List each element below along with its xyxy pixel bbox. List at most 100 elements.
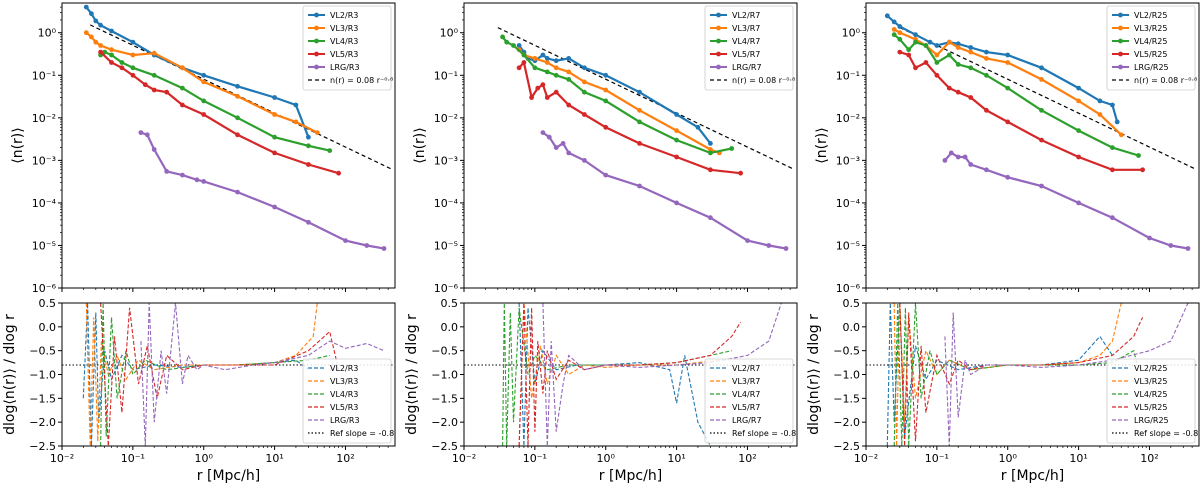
y-tick-label: 10⁻⁵ bbox=[32, 239, 56, 252]
data-point-vl3-10 bbox=[708, 147, 713, 152]
legend-entry-vl4: VL4/R25 bbox=[1134, 37, 1167, 46]
series-line-lrg bbox=[542, 131, 787, 250]
data-point-vl3-5 bbox=[946, 39, 952, 45]
y-tick-label: 0.0 bbox=[843, 321, 861, 334]
data-point-vl3-5 bbox=[566, 69, 572, 75]
data-point-vl5-7 bbox=[180, 102, 185, 108]
series-line-vl2 bbox=[886, 14, 1119, 123]
series-line-lrg bbox=[140, 131, 385, 250]
x-tick-label: 10² bbox=[738, 452, 756, 465]
x-tick-label: 10² bbox=[336, 452, 354, 465]
data-point-vl4-10 bbox=[306, 143, 311, 149]
data-point-vl5-1 bbox=[906, 52, 912, 58]
legend-entry-vl4: VL4/R25 bbox=[1134, 390, 1167, 399]
y-axis-label: ⟨n(r)⟩ bbox=[412, 127, 428, 163]
y-tick-label: 10⁻² bbox=[32, 112, 56, 125]
data-point-lrg-4 bbox=[180, 172, 185, 178]
series-line-lrg bbox=[944, 151, 1189, 250]
data-point-vl4-4 bbox=[532, 65, 538, 71]
top-panel-3: 10⁻⁶ 10⁻⁵ 10⁻⁴ 10⁻³ 10⁻² 10⁻¹ 10⁰ ⟨n(r)⟩ VL2/R25… bbox=[814, 2, 1200, 295]
data-point-lrg-10 bbox=[1147, 235, 1152, 241]
data-point-vl5-8 bbox=[984, 107, 989, 113]
data-point-lrg-1 bbox=[546, 134, 552, 140]
data-point-vl5-11 bbox=[674, 154, 679, 160]
data-point-lrg-3 bbox=[164, 169, 170, 174]
plot-area bbox=[884, 13, 1197, 251]
legend-marker bbox=[314, 51, 319, 57]
data-point-lrg-10 bbox=[343, 238, 348, 244]
data-point-lrg-12 bbox=[783, 246, 789, 251]
data-point-vl5-6 bbox=[164, 89, 170, 95]
series-line-vl5 bbox=[100, 303, 340, 446]
legend-entry-reference: n(r) = 0.08 r⁻⁰·⁸ bbox=[732, 76, 795, 85]
y-tick-label: −1.0 bbox=[431, 369, 458, 382]
data-point-vl4-5 bbox=[151, 72, 157, 78]
series-line-vl4 bbox=[502, 303, 732, 446]
data-point-vl3-9 bbox=[1005, 60, 1011, 65]
data-point-vl4-9 bbox=[984, 72, 989, 78]
data-point-vl2-11 bbox=[293, 102, 299, 108]
y-tick-label: 10⁻⁵ bbox=[836, 239, 860, 252]
data-point-vl4-6 bbox=[180, 85, 185, 91]
y-tick-label: 10⁻³ bbox=[434, 154, 458, 167]
data-point-lrg-3 bbox=[962, 154, 968, 160]
data-point-lrg-0 bbox=[540, 130, 546, 136]
data-point-lrg-11 bbox=[1168, 243, 1174, 248]
legend-entry-vl3: VL3/R25 bbox=[1134, 377, 1167, 386]
data-point-vl4-8 bbox=[968, 65, 974, 71]
legend: VL2/R7 VL3/R7 VL4/R7 VL5/R7 LRG/R7 Ref slope … bbox=[704, 358, 796, 444]
legend-box bbox=[1106, 358, 1196, 444]
legend-entry-vl4: VL4/R3 bbox=[330, 37, 358, 46]
legend-entry-vl5: VL5/R3 bbox=[330, 50, 358, 59]
legend-marker bbox=[314, 38, 319, 44]
legend-entry-vl2: VL2/R25 bbox=[1134, 11, 1167, 20]
data-point-vl2-5 bbox=[544, 56, 550, 61]
x-tick-label: 10⁰ bbox=[195, 452, 214, 465]
axes-frame bbox=[865, 2, 1200, 289]
series-line-lrg bbox=[944, 303, 1189, 446]
data-point-lrg-0 bbox=[138, 130, 144, 136]
legend-entry-lrg: LRG/R7 bbox=[732, 63, 762, 72]
y-tick-label: 0.5 bbox=[39, 297, 57, 310]
data-point-vl2-5 bbox=[934, 43, 940, 48]
data-point-lrg-2 bbox=[151, 147, 157, 152]
legend-box bbox=[302, 358, 392, 444]
data-point-vl4-4 bbox=[130, 65, 136, 71]
data-point-vl2-13 bbox=[1097, 98, 1103, 104]
data-point-vl2-1 bbox=[891, 19, 897, 25]
data-point-vl3-12 bbox=[1097, 112, 1103, 117]
axes-frame bbox=[463, 2, 798, 289]
data-point-vl5-0 bbox=[516, 65, 522, 71]
series-line-vl4 bbox=[100, 303, 330, 446]
data-point-vl4-1 bbox=[504, 39, 510, 45]
legend-entry-vl2: VL2/R7 bbox=[732, 11, 760, 20]
data-point-vl5-0 bbox=[98, 49, 103, 55]
y-tick-label: −1.0 bbox=[29, 369, 56, 382]
data-point-vl2-7 bbox=[955, 41, 961, 47]
legend-entry-vl4: VL4/R3 bbox=[330, 390, 358, 399]
y-tick-label: −0.5 bbox=[29, 345, 56, 358]
data-point-vl2-7 bbox=[566, 56, 572, 61]
data-point-vl5-9 bbox=[603, 124, 609, 130]
legend-entry-reference: n(r) = 0.08 r⁻⁰·⁸ bbox=[1134, 76, 1197, 85]
y-tick-label: −1.5 bbox=[29, 392, 56, 405]
data-point-vl5-10 bbox=[637, 141, 642, 146]
data-point-vl3-0 bbox=[891, 27, 897, 32]
data-point-vl3-10 bbox=[272, 112, 277, 117]
data-point-vl4-8 bbox=[582, 89, 587, 95]
y-tick-label: −1.5 bbox=[431, 392, 458, 405]
data-point-lrg-2 bbox=[955, 154, 961, 160]
data-point-vl3-10 bbox=[1039, 77, 1044, 82]
y-tick-label: 10⁻² bbox=[434, 112, 458, 125]
y-tick-label: 10⁻⁴ bbox=[836, 197, 861, 210]
legend: VL2/R25 VL3/R25 VL4/R25 VL5/R25 LRG/R25 n(r) … bbox=[1106, 5, 1197, 91]
x-tick-label: 10⁻² bbox=[50, 452, 74, 465]
data-point-vl4-2 bbox=[109, 52, 114, 58]
data-point-vl3-8 bbox=[637, 107, 642, 113]
x-tick-label: 10⁻² bbox=[854, 452, 878, 465]
data-point-vl4-5 bbox=[544, 69, 550, 75]
data-point-vl3-7 bbox=[968, 49, 974, 55]
data-point-vl5-11 bbox=[306, 162, 311, 167]
data-point-vl3-7 bbox=[180, 65, 185, 71]
data-point-lrg-8 bbox=[1076, 200, 1081, 206]
